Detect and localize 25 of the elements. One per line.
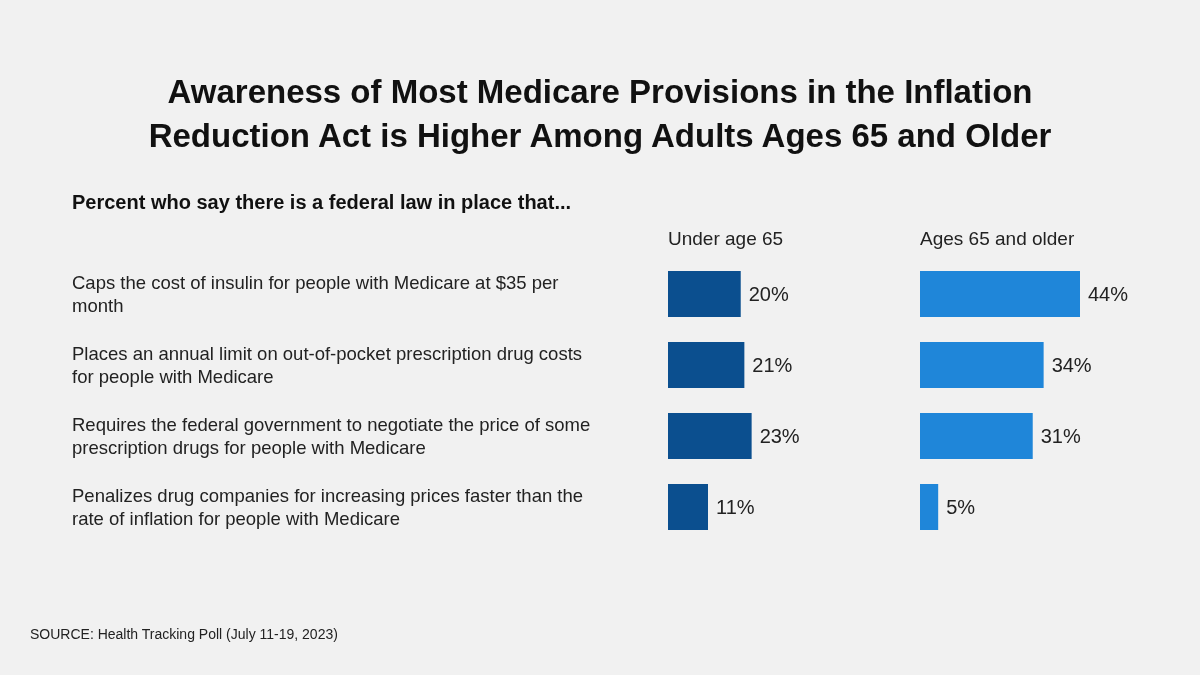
chart-title: Awareness of Most Medicare Provisions in the Inflation Reduction Act is Higher Among Adults Ages 65 and Older [147, 72, 1053, 156]
data-label: 20% [748, 283, 789, 306]
data-label: 31% [1040, 425, 1081, 448]
y-tick-label: Penalizes drug companies for increasing prices faster than the rate of inflation for people with Medicare [72, 483, 585, 531]
data-label: 11% [716, 496, 755, 519]
data-label: 23% [759, 425, 800, 448]
source-note: SOURCE: Health Tracking Poll (July 11-19, 2023) [30, 626, 338, 642]
bar [668, 271, 741, 317]
bar [920, 342, 1044, 388]
bar [668, 342, 745, 388]
series-label: Ages 65 and older [920, 228, 1076, 251]
bar [668, 484, 708, 530]
text: Percent who say there is a federal law in place that... [72, 191, 572, 214]
bar [920, 484, 939, 530]
data-label: 5% [946, 496, 976, 519]
data-label: 34% [1051, 354, 1092, 377]
bar [920, 413, 1033, 459]
data-label: 44% [1088, 283, 1129, 306]
series-label: Under age 65 [668, 228, 785, 251]
bar [920, 271, 1080, 317]
data-label: 21% [752, 354, 793, 377]
y-tick-label: Places an annual limit on out-of-pocket prescription drug costs for people with Medicare [72, 341, 584, 389]
y-tick-label: Caps the cost of insulin for people with Medicare at $35 per month [72, 270, 560, 318]
bar [668, 413, 752, 459]
y-tick-label: Requires the federal government to negotiate the price of some prescription drugs for people with Medicare [72, 412, 592, 460]
